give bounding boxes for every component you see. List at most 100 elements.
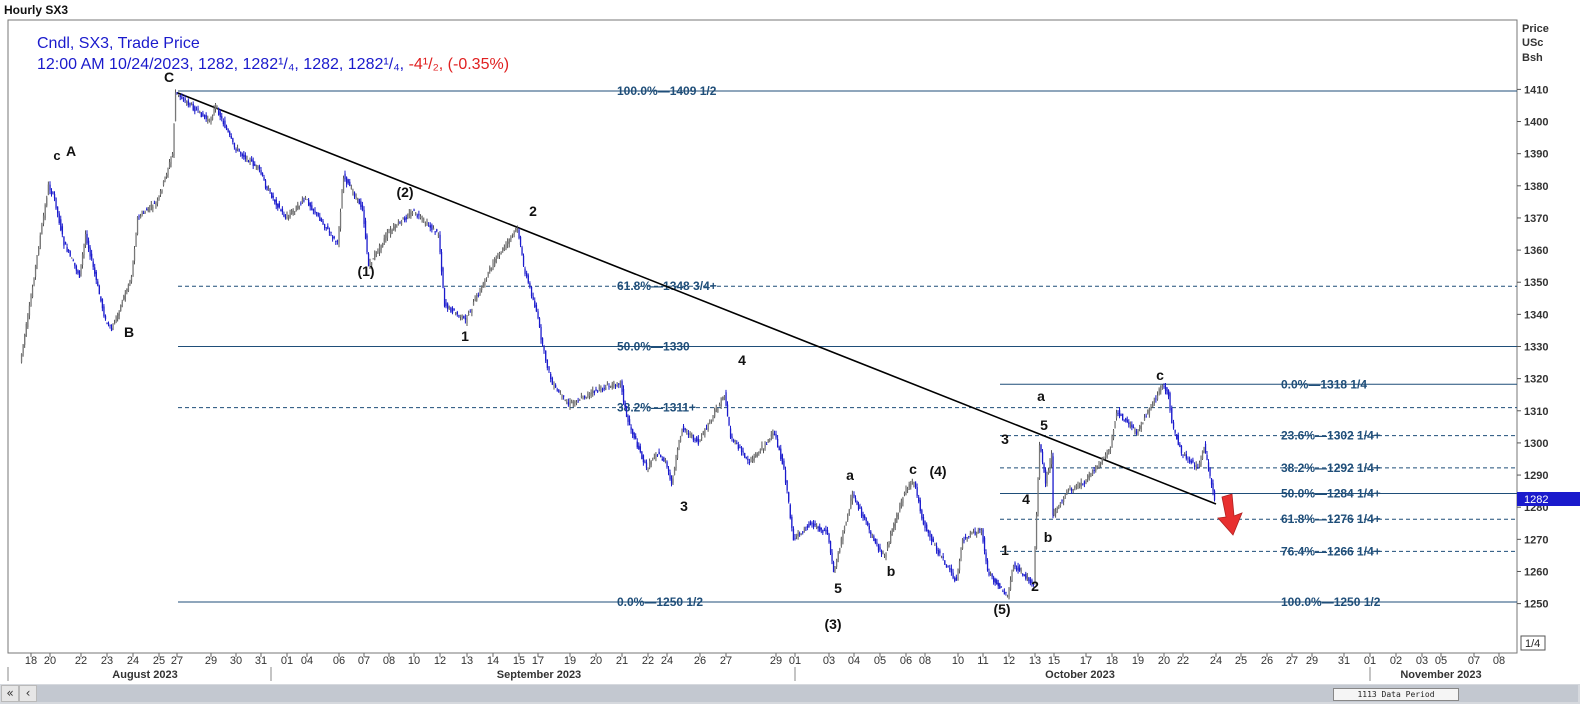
candle-body <box>55 197 57 209</box>
candle-body <box>572 402 574 404</box>
candle-body <box>696 437 698 442</box>
candle <box>471 308 473 317</box>
candle <box>94 263 96 277</box>
candle <box>286 211 288 220</box>
candle-body <box>692 434 695 441</box>
candle-body <box>559 393 562 395</box>
candle-body <box>905 487 907 493</box>
candle-body <box>181 96 183 100</box>
candle-body <box>1093 469 1095 472</box>
candle-body <box>361 204 364 211</box>
candle-body <box>136 217 139 235</box>
candle <box>1163 383 1165 389</box>
candle-body <box>832 562 835 573</box>
candle-body <box>854 498 857 502</box>
candle <box>459 314 462 321</box>
candle-body <box>164 176 166 181</box>
candle-body <box>762 448 765 450</box>
candle <box>999 582 1001 589</box>
x-tick-label: 26 <box>1261 655 1273 667</box>
candle-body <box>566 402 568 404</box>
candle-body <box>954 578 956 581</box>
candle-body <box>158 195 160 200</box>
candle <box>574 400 576 407</box>
candle-body <box>1082 483 1084 485</box>
candle <box>1111 434 1113 448</box>
candle <box>118 310 120 320</box>
fib-level-label: 100.0%—1250 1/2 <box>1281 595 1381 609</box>
candle-body <box>83 244 85 256</box>
x-tick-label: 13 <box>1029 655 1041 667</box>
candle <box>527 273 529 285</box>
candle <box>389 225 392 238</box>
candle <box>1115 409 1118 421</box>
candle <box>797 530 799 540</box>
candle <box>1132 424 1135 429</box>
candle <box>753 453 755 463</box>
scroll-track[interactable] <box>37 685 1578 702</box>
candle <box>1044 467 1047 488</box>
candle-body <box>667 468 670 472</box>
candle <box>80 264 82 277</box>
candle-body <box>274 199 276 202</box>
candle-body <box>216 106 218 108</box>
candle <box>906 486 909 494</box>
y-tick-label: 1260 <box>1524 566 1548 578</box>
candle <box>911 478 914 485</box>
candle-body <box>661 458 663 461</box>
candle-body <box>900 500 903 506</box>
candle <box>171 151 174 158</box>
candle-body <box>189 102 191 106</box>
candle <box>338 226 340 248</box>
candle-body <box>579 399 581 401</box>
candle <box>271 192 273 199</box>
candle <box>130 274 133 284</box>
candle-body <box>174 92 177 122</box>
scale-button[interactable]: 1/4 <box>1520 635 1546 651</box>
candle <box>851 490 854 505</box>
candle <box>217 107 220 116</box>
candle <box>345 176 348 188</box>
candle-body <box>1040 444 1042 452</box>
candle-body <box>964 536 967 539</box>
candle-body <box>610 385 612 387</box>
candle <box>277 203 279 211</box>
candle-body <box>150 204 153 207</box>
candle-body <box>1088 474 1090 478</box>
candle-body <box>1096 466 1099 468</box>
candle <box>221 112 223 122</box>
candle <box>518 228 520 240</box>
wave-label: C <box>164 69 174 85</box>
candle-body <box>498 252 501 256</box>
candle <box>1005 591 1007 596</box>
candle-body <box>1142 422 1144 424</box>
candle <box>681 428 683 437</box>
wave-label: c <box>53 148 60 163</box>
candle <box>1037 477 1039 517</box>
candle-body <box>89 247 91 257</box>
candle-body <box>997 582 999 587</box>
candle <box>563 395 565 400</box>
candle-body <box>463 316 465 319</box>
candle <box>633 431 635 440</box>
candle <box>635 433 637 440</box>
scroll-first-button[interactable]: « <box>1 685 19 702</box>
candle-body <box>535 304 538 312</box>
candle <box>463 315 465 319</box>
candle <box>653 453 656 460</box>
candle-body <box>450 307 452 312</box>
candle-body <box>170 158 172 164</box>
candle-body <box>280 209 282 211</box>
candle <box>664 457 667 464</box>
candle-body <box>312 208 315 211</box>
candle-body <box>101 299 104 309</box>
candle <box>921 508 923 521</box>
candle-body <box>1037 478 1039 514</box>
candle <box>1104 452 1107 460</box>
candle <box>1160 385 1162 395</box>
scroll-prev-button[interactable]: ‹ <box>19 685 37 702</box>
header-line1: Cndl, SX3, Trade Price <box>37 35 200 52</box>
candle <box>266 185 268 191</box>
candle-body <box>25 324 27 337</box>
